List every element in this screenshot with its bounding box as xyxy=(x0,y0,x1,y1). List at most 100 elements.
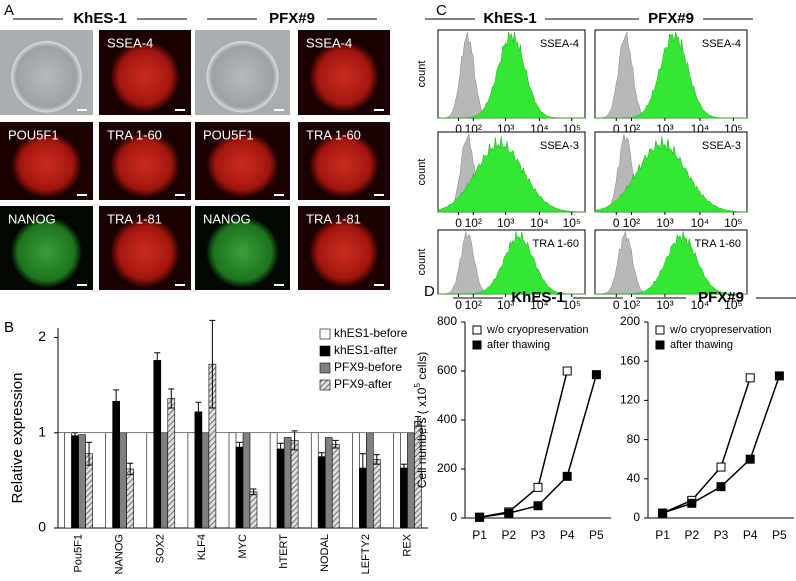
colony xyxy=(110,41,180,113)
error-bar xyxy=(250,488,257,496)
y-tick-label: 0 xyxy=(38,519,46,535)
x-tick-label: 10⁵ xyxy=(563,298,581,312)
legend-label: after thawing xyxy=(670,339,733,351)
colony xyxy=(110,216,180,288)
row-label: TRA 1-60 xyxy=(533,238,579,250)
point xyxy=(658,508,668,518)
error-bar xyxy=(277,442,284,456)
x-tick-label: 10⁴ xyxy=(691,298,710,312)
bar xyxy=(112,401,120,529)
legend-label: PFX9-after xyxy=(334,377,392,391)
point xyxy=(687,498,697,508)
series-line xyxy=(479,370,568,519)
x-tick-label: 10² xyxy=(623,298,640,312)
stain-histogram xyxy=(595,231,748,295)
colony xyxy=(110,132,180,198)
y-tick-label: 200 xyxy=(620,314,640,328)
legend-swatch xyxy=(319,362,331,374)
bar xyxy=(235,446,244,529)
point xyxy=(533,482,543,492)
row-label: SSEA-4 xyxy=(540,38,579,50)
group-title: PFX#9 xyxy=(269,10,315,27)
group-title: KhES-1 xyxy=(511,289,564,306)
x-tick-label: 10³ xyxy=(497,216,514,230)
point xyxy=(745,454,755,464)
legend-swatch xyxy=(319,345,331,357)
error-bar xyxy=(127,462,134,476)
legend-label: PFX9-before xyxy=(334,360,402,374)
bar xyxy=(228,432,237,529)
stain-label: POU5F1 xyxy=(203,127,254,142)
stain-label: SSEA-4 xyxy=(306,35,352,50)
x-tick-label: 10⁵ xyxy=(724,216,742,230)
bar xyxy=(249,491,258,529)
bar xyxy=(393,432,401,529)
point xyxy=(562,366,572,376)
point xyxy=(533,501,543,511)
bar xyxy=(78,434,86,529)
error-bar xyxy=(373,454,380,465)
bar xyxy=(290,440,299,529)
stain-label: SSEA-4 xyxy=(107,35,153,50)
error-bar xyxy=(168,388,175,409)
y-tick-label: 0 xyxy=(450,510,457,524)
bar xyxy=(187,432,196,529)
bar xyxy=(317,456,326,529)
x-tick-label: KLF4 xyxy=(196,534,208,560)
x-tick-label: 10² xyxy=(465,216,482,230)
bar xyxy=(64,432,72,529)
error-bar xyxy=(332,439,339,449)
legend-swatch xyxy=(319,328,331,340)
x-tick-label: P4 xyxy=(560,528,575,542)
colony xyxy=(206,41,279,113)
bar xyxy=(201,432,210,529)
y-tick-label: 600 xyxy=(437,363,457,377)
legend-label: khES1-before xyxy=(334,326,408,340)
legend-label: w/o cryopreservation xyxy=(486,324,589,336)
bar xyxy=(324,437,333,529)
panel-label: C xyxy=(436,2,447,19)
error-bar xyxy=(195,401,202,422)
bar xyxy=(352,432,360,529)
bar xyxy=(126,468,134,529)
x-tick-label: MYC xyxy=(237,534,249,559)
y-tick-label: 80 xyxy=(627,432,641,446)
stain-label: TRA 1-60 xyxy=(306,127,361,142)
error-bar xyxy=(72,432,79,439)
x-tick-label: 0 xyxy=(455,298,462,312)
colony xyxy=(206,216,279,288)
y-tick-label: 1 xyxy=(38,423,46,439)
legend-label: after thawing xyxy=(487,339,550,351)
point xyxy=(774,371,784,381)
colony xyxy=(11,41,82,113)
stain-histogram xyxy=(438,231,586,295)
bar xyxy=(276,448,285,529)
y-tick-label: 800 xyxy=(437,314,457,328)
colony xyxy=(206,132,279,198)
colony xyxy=(309,216,379,288)
group-title: KhES-1 xyxy=(483,10,536,27)
y-axis-label: count xyxy=(416,159,428,186)
bar xyxy=(146,432,155,529)
point xyxy=(716,462,726,472)
y-label-sup: 5 xyxy=(413,383,422,388)
y-tick-label: 40 xyxy=(627,471,641,485)
error-bar xyxy=(209,319,216,409)
row-label: SSEA-4 xyxy=(702,38,741,50)
x-tick-label: P5 xyxy=(589,528,604,542)
y-axis-label: Relative expression xyxy=(9,373,26,504)
stain-label: TRA 1-81 xyxy=(107,211,162,226)
x-tick-label: NANOG xyxy=(114,534,126,574)
group-title: PFX#9 xyxy=(648,10,694,27)
bar xyxy=(160,432,169,529)
bar xyxy=(105,432,113,529)
x-tick-label: REX xyxy=(401,533,413,556)
point xyxy=(562,471,572,481)
y-axis-label: count xyxy=(416,61,428,88)
bar xyxy=(194,411,203,529)
legend-label: khES1-after xyxy=(334,343,397,357)
panel-label: A xyxy=(4,2,14,19)
colony xyxy=(309,132,379,198)
error-bar xyxy=(154,352,161,369)
x-tick-label: hTERT xyxy=(278,534,290,569)
